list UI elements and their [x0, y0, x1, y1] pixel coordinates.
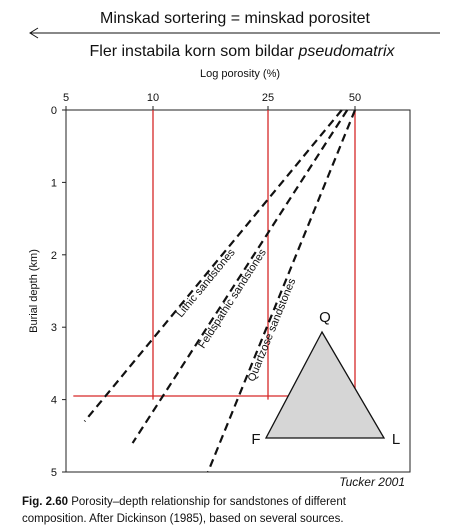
y-tick-label: 3 [51, 322, 57, 334]
x-ticks: 5 10 25 50 [63, 92, 361, 110]
series-line [83, 109, 343, 423]
series-line [131, 109, 349, 444]
header-line1: Minskad sortering = minskad porositet [100, 10, 370, 27]
series-label: Feldspathic sandstones [196, 247, 269, 351]
caption-fig-label: Fig. 2.60 [22, 496, 68, 508]
qfl-triangle [264, 330, 386, 439]
triangle-label-l: L [392, 431, 400, 448]
reference-lines [73, 110, 356, 400]
y-tick-label: 2 [51, 250, 57, 262]
x-tick-label: 25 [262, 92, 274, 104]
y-tick-label: 0 [51, 105, 57, 117]
x-tick-label: 10 [147, 92, 159, 104]
y-ticks: 0 1 2 3 4 5 [51, 105, 66, 479]
y-tick-label: 4 [51, 395, 57, 407]
x-axis-title: Log porosity (%) [200, 68, 280, 80]
plot-frame [65, 109, 411, 473]
x-tick-label: 50 [349, 92, 361, 104]
x-tick-label: 5 [63, 92, 69, 104]
y-axis-title: Burial depth (km) [28, 249, 40, 333]
caption-line1: Fig. 2.60 Porosity–depth relationship fo… [22, 496, 347, 508]
y-tick-label: 1 [51, 177, 57, 189]
series-line [206, 109, 357, 473]
caption-line1-rest: Porosity–depth relationship for sandston… [68, 496, 347, 508]
header-arrow-head [29, 27, 39, 39]
caption-line2: composition. After Dickinson (1985), bas… [22, 513, 344, 525]
y-tick-label: 5 [51, 467, 57, 479]
series-label: Quartzose sandstones [246, 276, 299, 383]
credit-text: Tucker 2001 [339, 475, 405, 489]
header-line2: Fler instabila korn som bildar pseudomat… [89, 43, 395, 60]
header-line2-italic: pseudomatrix [297, 43, 395, 60]
triangle-label-q: Q [319, 309, 331, 326]
header-line2-prefix: Fler instabila korn som bildar [89, 43, 298, 60]
triangle-label-f: F [251, 431, 260, 448]
